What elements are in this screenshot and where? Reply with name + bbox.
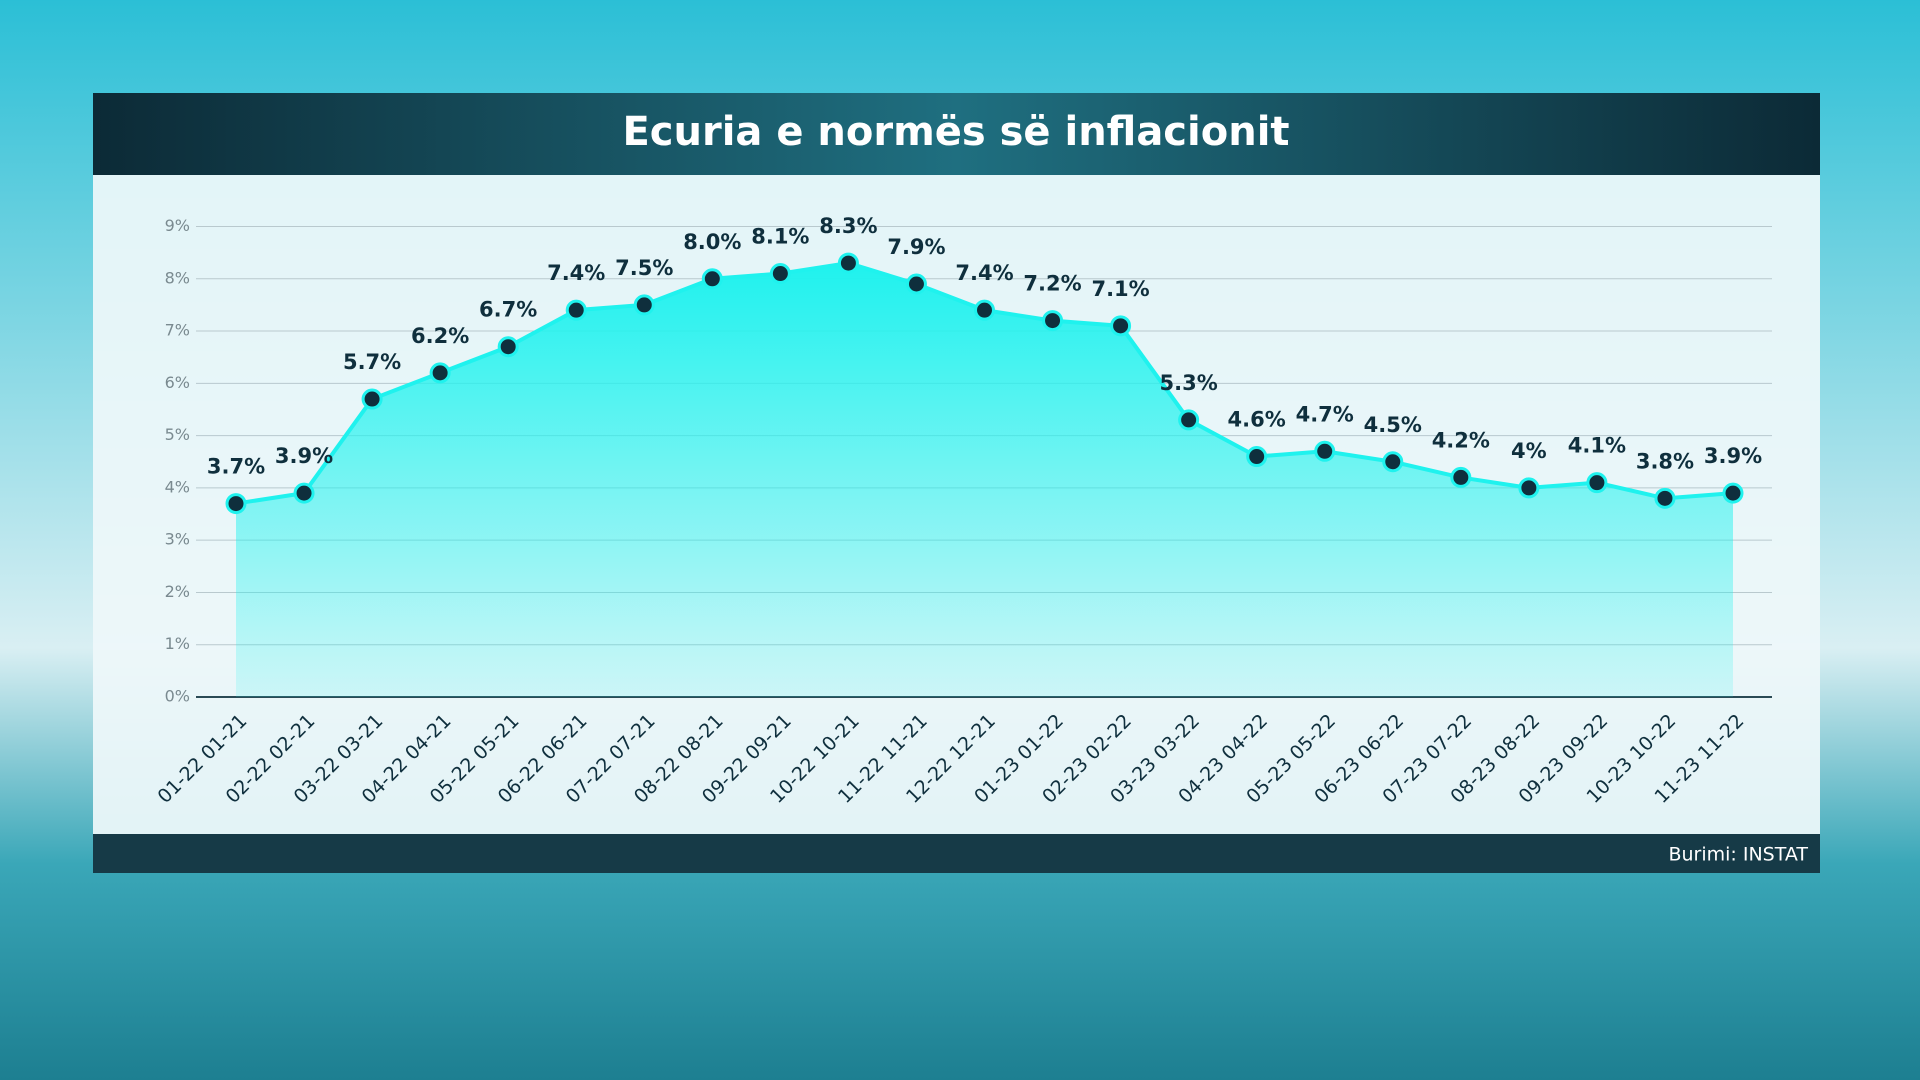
point <box>633 294 655 316</box>
point <box>429 362 451 384</box>
value-label: 4.6% <box>1228 408 1286 432</box>
value-label: 3.9% <box>1704 444 1762 468</box>
value-label: 7.1% <box>1091 277 1149 301</box>
y-tick-label: 1% <box>165 634 190 653</box>
value-label: 6.2% <box>411 324 469 348</box>
title-bar <box>93 93 1820 175</box>
value-label: 4.1% <box>1568 434 1626 458</box>
point <box>1382 451 1404 473</box>
point <box>905 273 927 295</box>
value-label: 6.7% <box>479 298 537 322</box>
y-tick-label: 0% <box>165 687 190 706</box>
point <box>497 336 519 358</box>
y-tick-label: 8% <box>165 268 190 287</box>
point <box>361 388 383 410</box>
area <box>236 263 1733 697</box>
value-label: 7.4% <box>547 261 605 285</box>
value-label: 3.7% <box>207 455 265 479</box>
value-label: 4.5% <box>1364 413 1422 437</box>
point <box>565 299 587 321</box>
point <box>1722 482 1744 504</box>
value-label: 3.8% <box>1636 449 1694 473</box>
footer-bar <box>93 834 1820 873</box>
value-label: 8.1% <box>751 225 809 249</box>
value-label: 5.3% <box>1160 371 1218 395</box>
y-tick-label: 4% <box>165 477 190 496</box>
point <box>225 493 247 515</box>
value-label: 8.3% <box>819 214 877 238</box>
source: Burimi: INSTAT <box>1668 844 1808 866</box>
point <box>1654 487 1676 509</box>
point <box>769 263 791 285</box>
value-label: 4.7% <box>1296 402 1354 426</box>
point <box>293 482 315 504</box>
point <box>1518 477 1540 499</box>
value-label: 7.2% <box>1023 272 1081 296</box>
point <box>974 299 995 321</box>
point <box>701 268 723 290</box>
y-tick-label: 9% <box>165 216 190 235</box>
point <box>1246 446 1268 468</box>
y-tick-label: 5% <box>165 425 190 444</box>
value-label: 7.4% <box>955 261 1013 285</box>
y-tick-label: 7% <box>165 321 190 340</box>
point <box>1450 466 1472 488</box>
point <box>1110 315 1132 337</box>
point <box>837 252 859 274</box>
value-label: 8.0% <box>683 230 741 254</box>
value-label: 4.2% <box>1432 428 1490 452</box>
point <box>1586 472 1608 494</box>
value-label: 5.7% <box>343 350 401 374</box>
value-label: 4% <box>1511 439 1547 463</box>
value-label: 7.5% <box>615 256 673 280</box>
value-label: 7.9% <box>887 235 945 259</box>
chart-title: Ecuria e normës së inflacionit <box>622 109 1289 155</box>
point <box>1178 409 1200 431</box>
y-tick-label: 2% <box>165 582 190 601</box>
y-tick-label: 6% <box>165 373 190 392</box>
point <box>1314 440 1336 462</box>
y-tick-label: 3% <box>165 530 190 549</box>
value-label: 3.9% <box>275 444 333 468</box>
point <box>1042 310 1064 332</box>
